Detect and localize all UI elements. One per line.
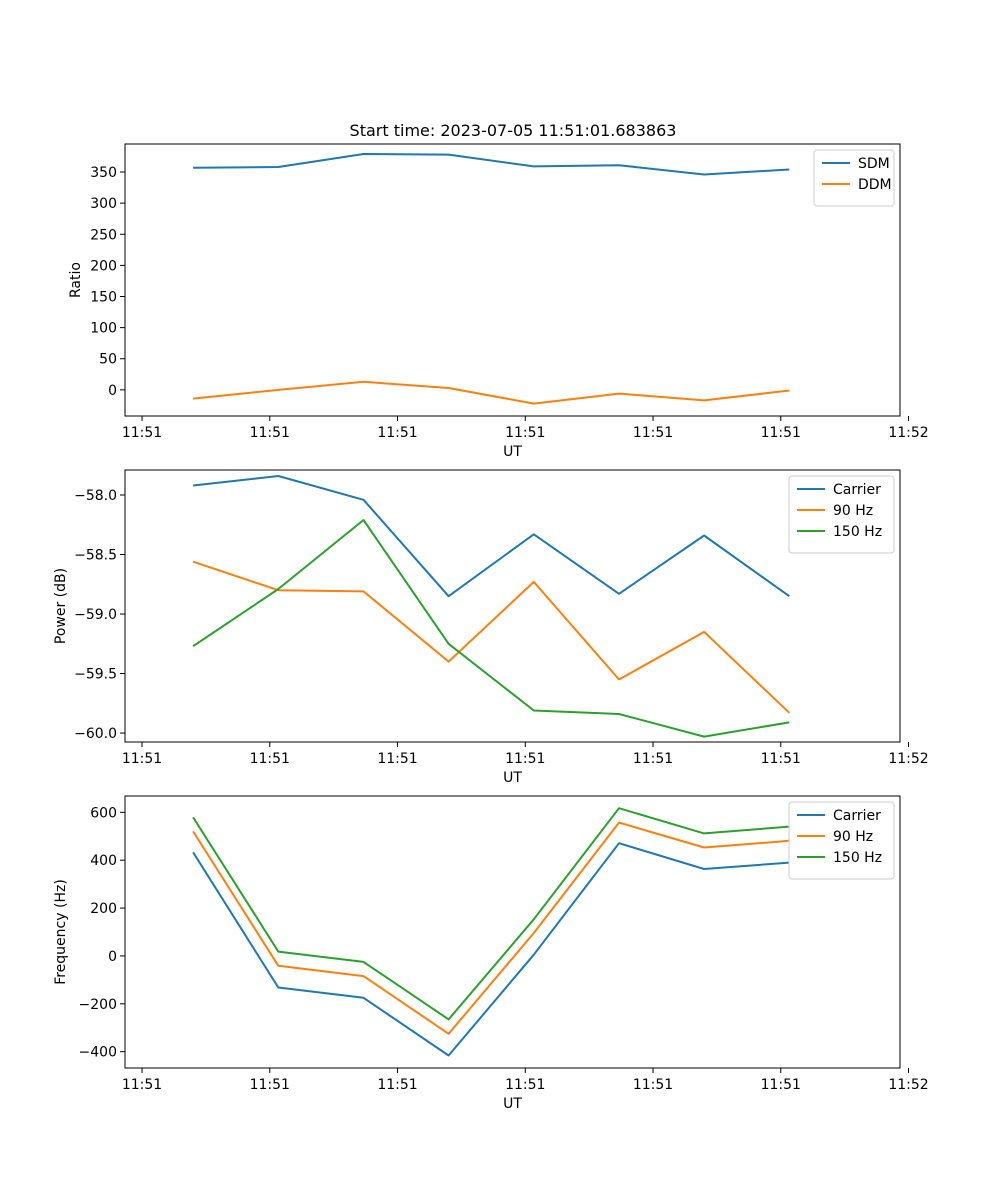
x-tick-label: 11:52 xyxy=(888,1077,928,1093)
y-tick-label: −200 xyxy=(79,997,117,1013)
series-line-ddm xyxy=(192,380,790,405)
series-line-sdm xyxy=(193,153,790,176)
y-tick-label: −60.0 xyxy=(74,726,117,742)
series-line-150-hz xyxy=(192,807,790,1021)
y-tick-label: 200 xyxy=(90,901,117,917)
y-tick-label: 250 xyxy=(90,227,117,243)
x-tick-label: 11:51 xyxy=(377,425,417,441)
series-line-carrier xyxy=(192,842,790,1057)
frequency-panel: 11:51 11:51 11:51 11:51 11:51 11:51 11:52 −400 −… xyxy=(53,795,929,1112)
x-tick-label: 11:51 xyxy=(505,425,545,441)
axes-frame xyxy=(124,143,901,417)
axes-frame xyxy=(124,469,901,743)
chart-title: Start time: 2023-07-05 11:51:01.683863 xyxy=(350,121,677,140)
x-tick-label: 11:51 xyxy=(761,1077,801,1093)
legend: Carrier 90 Hz 150 Hz xyxy=(788,475,895,554)
legend-label: Carrier xyxy=(833,482,881,498)
power-panel: 11:51 11:51 11:51 11:51 11:51 11:51 11:52 −60.0… xyxy=(53,469,929,786)
legend-box xyxy=(788,475,895,554)
x-tick-label: 11:52 xyxy=(888,425,928,441)
legend-label: 90 Hz xyxy=(833,503,873,519)
x-axis-label: UT xyxy=(503,1096,522,1112)
x-tick-label: 11:51 xyxy=(122,751,162,767)
chart-panels: 11:51 11:51 11:51 11:51 11:51 11:51 11:52 0 50 10… xyxy=(53,143,929,1112)
x-tick-label: 11:51 xyxy=(633,1077,673,1093)
legend-label: SDM xyxy=(858,156,890,172)
x-tick-label: 11:51 xyxy=(122,425,162,441)
x-axis-label: UT xyxy=(503,770,522,786)
x-tick-label: 11:51 xyxy=(377,1077,417,1093)
y-tick-label: 400 xyxy=(90,853,117,869)
x-tick-label: 11:51 xyxy=(761,751,801,767)
legend-label: Carrier xyxy=(833,808,881,824)
legend-label: 150 Hz xyxy=(833,850,882,866)
y-tick-label: 0 xyxy=(108,383,117,399)
x-tick-label: 11:51 xyxy=(250,751,290,767)
y-tick-label: −59.0 xyxy=(74,607,117,623)
y-tick-label: 50 xyxy=(99,352,117,368)
axes-frame xyxy=(124,795,901,1069)
legend: SDM DDM xyxy=(813,149,895,207)
y-tick-label: −58.0 xyxy=(74,488,117,504)
y-tick-label: 350 xyxy=(90,165,117,181)
x-tick-label: 11:51 xyxy=(505,751,545,767)
y-tick-label: 150 xyxy=(90,289,117,305)
x-tick-label: 11:52 xyxy=(888,751,928,767)
y-tick-label: 300 xyxy=(90,196,117,212)
y-tick-label: −58.5 xyxy=(74,548,117,564)
y-tick-label: −400 xyxy=(79,1045,117,1061)
x-tick-label: 11:51 xyxy=(250,1077,290,1093)
x-tick-label: 11:51 xyxy=(633,425,673,441)
y-tick-label: 600 xyxy=(90,805,117,821)
x-tick-label: 11:51 xyxy=(377,751,417,767)
x-tick-label: 11:51 xyxy=(633,751,673,767)
x-tick-label: 11:51 xyxy=(761,425,801,441)
legend-label: DDM xyxy=(858,177,892,193)
legend-box xyxy=(788,801,895,880)
y-tick-label: 200 xyxy=(90,258,117,274)
y-axis-label: Power (dB) xyxy=(53,568,69,644)
ratio-panel: 11:51 11:51 11:51 11:51 11:51 11:51 11:52 0 50 10… xyxy=(68,143,929,460)
series-line-90-hz xyxy=(192,821,790,1035)
x-axis-label: UT xyxy=(503,444,522,460)
series-line-carrier xyxy=(192,475,790,598)
x-tick-label: 11:51 xyxy=(505,1077,545,1093)
y-tick-label: 0 xyxy=(108,949,117,965)
y-tick-label: −59.5 xyxy=(74,667,117,683)
legend-label: 150 Hz xyxy=(833,524,882,540)
x-tick-label: 11:51 xyxy=(250,425,290,441)
y-tick-label: 100 xyxy=(90,321,117,337)
legend: Carrier 90 Hz 150 Hz xyxy=(788,801,895,880)
legend-label: 90 Hz xyxy=(833,829,873,845)
series-line-150-hz xyxy=(192,519,790,738)
y-axis-label: Ratio xyxy=(68,262,84,298)
series-line-90-hz xyxy=(192,560,790,714)
y-axis-label: Frequency (Hz) xyxy=(53,879,69,985)
x-tick-label: 11:51 xyxy=(122,1077,162,1093)
